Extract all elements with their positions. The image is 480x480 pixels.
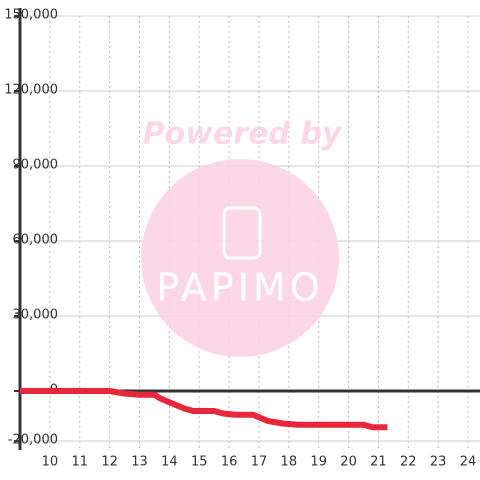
watermark-text: Powered by	[143, 117, 343, 152]
x-tick-label: 18	[281, 455, 298, 470]
y-tick-label: 90,000	[13, 158, 59, 173]
y-tick-label: -20,000	[8, 433, 58, 448]
y-tick-label: 120,000	[4, 83, 58, 98]
watermark-icon	[222, 206, 262, 260]
x-tick-label: 14	[161, 455, 178, 470]
x-tick-label: 22	[400, 455, 417, 470]
x-tick-label: 20	[340, 455, 357, 470]
x-tick-label: 12	[101, 455, 118, 470]
x-tick-label: 23	[430, 455, 447, 470]
series-line	[20, 388, 388, 431]
x-tick-label: 21	[370, 455, 387, 470]
x-tick-label: 19	[310, 455, 327, 470]
x-tick-label: 24	[460, 455, 477, 470]
watermark: Powered by PAPIMO	[141, 117, 343, 357]
y-tick-label: 60,000	[13, 233, 59, 248]
x-tick-label: 16	[221, 455, 238, 470]
x-tick-label: 13	[131, 455, 148, 470]
watermark-text: PAPIMO	[156, 266, 323, 310]
x-tick-label: 11	[71, 455, 88, 470]
x-tick-label: 15	[191, 455, 208, 470]
x-tick-label: 17	[251, 455, 268, 470]
y-tick-label: 150,000	[4, 8, 58, 23]
y-tick-label: 30,000	[13, 308, 59, 323]
x-tick-label: 10	[42, 455, 59, 470]
